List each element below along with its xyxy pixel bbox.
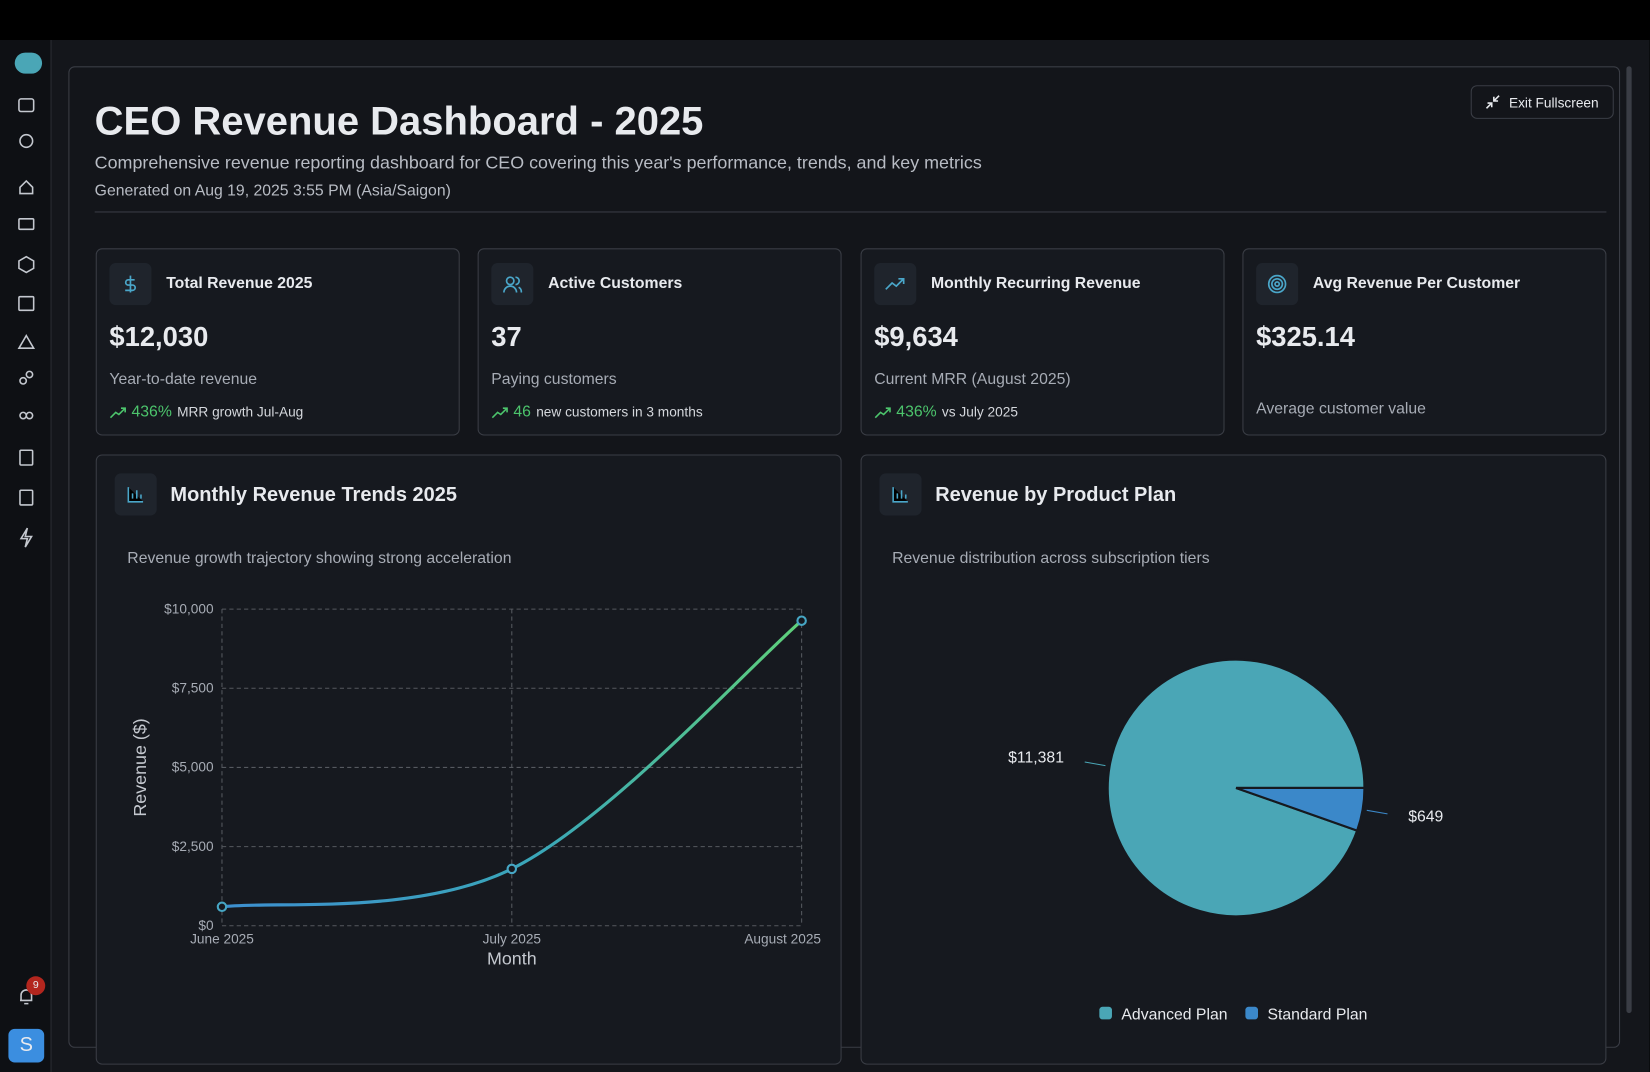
title: CEO Revenue Dashboard - 2025 [94,99,704,145]
y-axis-label: Revenue ($) [130,718,150,816]
point [506,863,518,875]
legend-swatch [1245,1006,1259,1020]
kpi-card: Monthly Recurring Revenue $9,634 Current M… [860,248,1225,436]
exit-fullscreen-button[interactable]: Exit Fullscreen [1470,85,1614,119]
kpi-trend: 436% vs July 2025 [874,403,1018,421]
scrollbar[interactable] [1626,66,1632,1014]
logo[interactable] [14,52,43,74]
legend-swatch [1099,1006,1112,1020]
trend-text: vs July 2025 [941,403,1018,420]
kpi-title: Avg Revenue Per Customer [1312,274,1521,293]
kpi-card: Total Revenue 2025 $12,030 Year-to-date re… [95,248,460,436]
x-tick-label: August 2025 [744,932,821,947]
kpi-title: Active Customers [548,274,683,293]
leader-line [1084,761,1106,767]
slice-label: $11,381 [1008,750,1064,767]
kpi-value: $325.14 [1256,320,1355,353]
pie-slice [1235,786,1366,832]
y-tick-label: $5,000 [172,760,214,775]
trend-icon [109,406,126,418]
kpi-icon-box [874,263,917,306]
y-tick-label: $2,500 [172,839,214,854]
exit-icon [1486,95,1501,109]
sidebar: 9 S [0,39,52,1072]
leader-line [1366,809,1388,815]
kpi-icon-box [1256,263,1299,306]
trend-value: 46 [513,402,531,421]
top-bar [0,0,1650,40]
kpi-value: $9,634 [874,320,958,353]
x-tick-label: June 2025 [190,932,254,947]
kpi-description: Current MRR (August 2025) [874,370,1071,389]
point [216,901,228,913]
kpi-title: Monthly Recurring Revenue [931,274,1141,293]
point [796,615,807,626]
kpi-trend: 436% MRR growth Jul-Aug [109,403,303,421]
avatar[interactable]: S [8,1028,45,1063]
trend-icon [491,406,508,418]
divider [94,211,1607,213]
kpi-description: Average customer value [1256,399,1426,418]
kpi-card: Avg Revenue Per Customer $325.14 Average c… [1242,248,1607,436]
y-tick-label: $10,000 [164,601,214,616]
legend-label: Advanced Plan [1121,1006,1227,1023]
kpi-icon-box [491,263,534,306]
kpi-icon [503,276,523,293]
trend-text: new customers in 3 months [536,403,703,420]
kpi-title: Total Revenue 2025 [166,274,313,293]
kpi-description: Paying customers [491,370,617,389]
chart-icon [114,473,157,516]
trend-value: 436% [131,402,172,421]
kpi-icon [885,277,905,290]
nav-icons[interactable] [17,97,36,602]
kpi-value: $12,030 [109,320,209,353]
y-tick-label: $7,500 [172,680,214,695]
generated-time: Generated on Aug 19, 2025 3:55 PM (Asia/… [94,181,451,200]
trend-value: 436% [896,402,937,421]
kpi-description: Year-to-date revenue [109,370,258,389]
legend-label: Standard Plan [1267,1006,1367,1023]
x-tick-label: July 2025 [483,932,542,947]
kpi-icon-box [109,263,152,306]
y-tick-label: $0 [198,918,214,933]
chart-icon [879,473,922,516]
trend-icon [874,406,891,418]
slice-label: $649 [1408,809,1443,826]
x-axis-label: Month [487,949,537,969]
kpi-trend: 46 new customers in 3 months [491,402,703,421]
kpi-icon [1267,274,1287,294]
subtitle: Comprehensive revenue reporting dashboar… [94,152,982,173]
kpi-value: 37 [491,320,522,353]
chart-title: Revenue by Product Plan [935,483,1177,507]
trend-text: MRR growth Jul-Aug [177,403,304,420]
notification-badge: 9 [26,976,46,996]
kpi-icon [124,275,136,293]
chart-title: Monthly Revenue Trends 2025 [170,483,458,507]
bar-icon [127,487,144,503]
button-label: Exit Fullscreen [1508,94,1599,110]
chart-subtitle: Revenue growth trajectory showing strong… [127,549,512,568]
kpi-card: Active Customers 37 Paying customers 46 new … [477,248,842,436]
bar-icon [892,487,908,503]
line-chart-card: Monthly Revenue Trends 2025 Revenue grow… [95,454,842,1065]
chart-subtitle: Revenue distribution across subscription… [892,549,1210,568]
